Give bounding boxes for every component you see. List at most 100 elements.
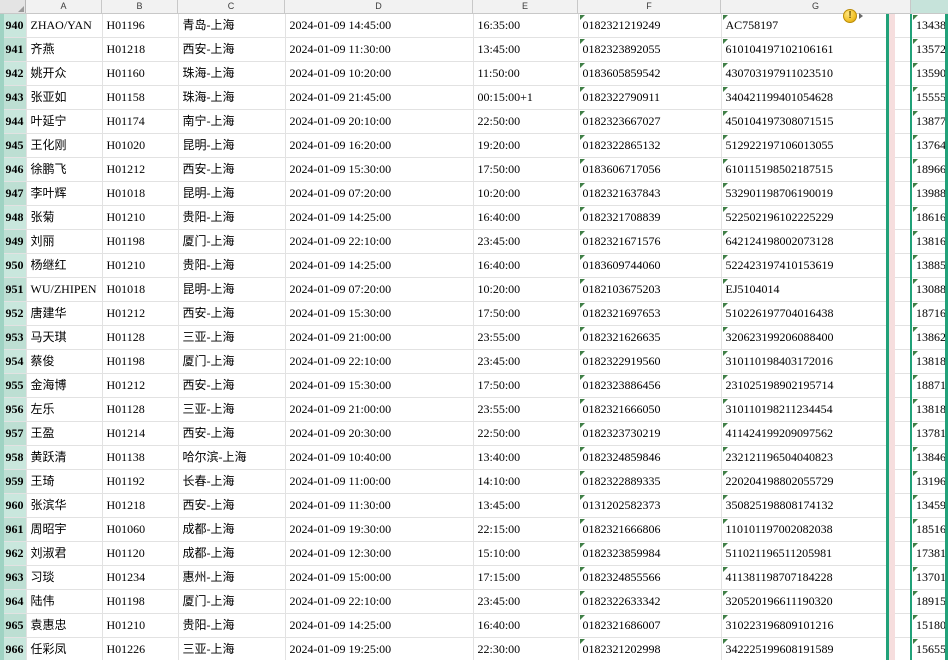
cell-passenger-name[interactable]: 齐燕 bbox=[26, 37, 103, 62]
cell-passenger-name[interactable]: 叶延宁 bbox=[26, 109, 103, 134]
cell-flight-code[interactable]: H01210 bbox=[102, 253, 179, 278]
cell-departure-time[interactable]: 2024-01-09 07:20:00 bbox=[285, 181, 474, 206]
cell-passenger-name[interactable]: 袁惠忠 bbox=[26, 613, 103, 638]
cell-passenger-name[interactable]: 马天琪 bbox=[26, 325, 103, 350]
cell-route[interactable]: 西安-上海 bbox=[178, 157, 286, 182]
cell-phone-number[interactable]: 1381839 bbox=[910, 349, 948, 374]
table-row[interactable]: 959 王琦 H01192 长春-上海 2024-01-09 11:00:00 14:10… bbox=[0, 469, 948, 494]
cell-arrival-time[interactable]: 17:50:00 bbox=[473, 373, 579, 398]
cell-id-number[interactable]: 310110198211234454 bbox=[721, 397, 912, 422]
cell-order-number[interactable]: 0182323892055 bbox=[578, 37, 722, 62]
cell-arrival-time[interactable]: 17:15:00 bbox=[473, 565, 579, 590]
row-number-header[interactable]: 964 bbox=[0, 589, 27, 614]
table-row[interactable]: 962 刘淑君 H01120 成都-上海 2024-01-09 12:30:00 15:1… bbox=[0, 541, 948, 566]
cell-arrival-time[interactable]: 13:45:00 bbox=[473, 37, 579, 62]
cell-phone-number[interactable]: 1738146 bbox=[910, 541, 948, 566]
cell-phone-number[interactable]: 1343829 bbox=[910, 14, 948, 38]
cell-order-number[interactable]: 0183609744060 bbox=[578, 253, 722, 278]
cell-arrival-time[interactable]: 22:50:00 bbox=[473, 109, 579, 134]
row-number-header[interactable]: 959 bbox=[0, 469, 27, 494]
cell-order-number[interactable]: 0182321626635 bbox=[578, 325, 722, 350]
cell-departure-time[interactable]: 2024-01-09 15:30:00 bbox=[285, 301, 474, 326]
cell-passenger-name[interactable]: 王化刚 bbox=[26, 133, 103, 158]
cell-id-number[interactable]: 522423197410153619 bbox=[721, 253, 912, 278]
cell-order-number[interactable]: 0182323859984 bbox=[578, 541, 722, 566]
table-row[interactable]: 958 黄跃清 H01138 哈尔滨-上海 2024-01-09 10:40:00 13:… bbox=[0, 445, 948, 470]
cell-flight-code[interactable]: H01018 bbox=[102, 277, 179, 302]
cell-route[interactable]: 西安-上海 bbox=[178, 373, 286, 398]
cell-order-number[interactable]: 0183605859542 bbox=[578, 61, 722, 86]
cell-flight-code[interactable]: H01210 bbox=[102, 205, 179, 230]
cell-departure-time[interactable]: 2024-01-09 19:25:00 bbox=[285, 637, 474, 660]
row-number-header[interactable]: 942 bbox=[0, 61, 27, 86]
data-table[interactable]: 940 ZHAO/YAN H01196 青岛-上海 2024-01-09 14:45:0… bbox=[0, 14, 948, 660]
cell-departure-time[interactable]: 2024-01-09 22:10:00 bbox=[285, 589, 474, 614]
table-row[interactable]: 960 张滨华 H01218 西安-上海 2024-01-09 11:30:00 13:4… bbox=[0, 493, 948, 518]
row-number-header[interactable]: 966 bbox=[0, 637, 27, 660]
cell-departure-time[interactable]: 2024-01-09 21:45:00 bbox=[285, 85, 474, 110]
cell-route[interactable]: 珠海-上海 bbox=[178, 85, 286, 110]
column-header-D[interactable]: D bbox=[285, 0, 473, 13]
cell-flight-code[interactable]: H01198 bbox=[102, 589, 179, 614]
cell-id-number[interactable]: 532901198706190019 bbox=[721, 181, 912, 206]
cell-id-number[interactable]: 430703197911023510 bbox=[721, 61, 912, 86]
cell-order-number[interactable]: 0182323730219 bbox=[578, 421, 722, 446]
cell-phone-number[interactable]: 1370185 bbox=[910, 565, 948, 590]
cell-route[interactable]: 西安-上海 bbox=[178, 493, 286, 518]
cell-phone-number[interactable]: 1345928 bbox=[910, 493, 948, 518]
cell-departure-time[interactable]: 2024-01-09 11:00:00 bbox=[285, 469, 474, 494]
table-row[interactable]: 948 张菊 H01210 贵阳-上海 2024-01-09 14:25:00 16:40… bbox=[0, 205, 948, 230]
row-number-header[interactable]: 950 bbox=[0, 253, 27, 278]
cell-order-number[interactable]: 0183606717056 bbox=[578, 157, 722, 182]
cell-arrival-time[interactable]: 17:50:00 bbox=[473, 157, 579, 182]
cell-departure-time[interactable]: 2024-01-09 15:30:00 bbox=[285, 373, 474, 398]
cell-departure-time[interactable]: 2024-01-09 22:10:00 bbox=[285, 229, 474, 254]
cell-phone-number[interactable]: 1378156 bbox=[910, 421, 948, 446]
row-number-header[interactable]: 955 bbox=[0, 373, 27, 398]
cell-route[interactable]: 贵阳-上海 bbox=[178, 205, 286, 230]
cell-route[interactable]: 惠州-上海 bbox=[178, 565, 286, 590]
cell-phone-number[interactable]: 1308845 bbox=[910, 277, 948, 302]
cell-route[interactable]: 西安-上海 bbox=[178, 301, 286, 326]
cell-phone-number[interactable]: 1861610 bbox=[910, 205, 948, 230]
cell-passenger-name[interactable]: 王盈 bbox=[26, 421, 103, 446]
cell-id-number[interactable]: 610104197102106161 bbox=[721, 37, 912, 62]
column-header-H[interactable]: H bbox=[911, 0, 948, 13]
cell-passenger-name[interactable]: 唐建华 bbox=[26, 301, 103, 326]
cell-phone-number[interactable]: 1851697 bbox=[910, 517, 948, 542]
cell-order-number[interactable]: 0182321219249 bbox=[578, 14, 722, 38]
cell-passenger-name[interactable]: 金海博 bbox=[26, 373, 103, 398]
cell-passenger-name[interactable]: 张滨华 bbox=[26, 493, 103, 518]
cell-flight-code[interactable]: H01158 bbox=[102, 85, 179, 110]
cell-route[interactable]: 长春-上海 bbox=[178, 469, 286, 494]
table-row[interactable]: 945 王化刚 H01020 昆明-上海 2024-01-09 16:20:00 19:2… bbox=[0, 133, 948, 158]
row-number-header[interactable]: 941 bbox=[0, 37, 27, 62]
cell-flight-code[interactable]: H01138 bbox=[102, 445, 179, 470]
cell-passenger-name[interactable]: 习琰 bbox=[26, 565, 103, 590]
row-number-header[interactable]: 963 bbox=[0, 565, 27, 590]
cell-route[interactable]: 三亚-上海 bbox=[178, 637, 286, 660]
smart-tag-warning[interactable] bbox=[843, 9, 863, 23]
row-number-header[interactable]: 949 bbox=[0, 229, 27, 254]
cell-order-number[interactable]: 0182322865132 bbox=[578, 133, 722, 158]
cell-flight-code[interactable]: H01212 bbox=[102, 373, 179, 398]
cell-order-number[interactable]: 0182321666050 bbox=[578, 397, 722, 422]
cell-flight-code[interactable]: H01060 bbox=[102, 517, 179, 542]
cell-id-number[interactable]: 310223196809101216 bbox=[721, 613, 912, 638]
cell-arrival-time[interactable]: 22:15:00 bbox=[473, 517, 579, 542]
cell-flight-code[interactable]: H01198 bbox=[102, 229, 179, 254]
cell-departure-time[interactable]: 2024-01-09 07:20:00 bbox=[285, 277, 474, 302]
cell-phone-number[interactable]: 1887118 bbox=[910, 373, 948, 398]
cell-arrival-time[interactable]: 10:20:00 bbox=[473, 277, 579, 302]
row-number-header[interactable]: 944 bbox=[0, 109, 27, 134]
cell-arrival-time[interactable]: 19:20:00 bbox=[473, 133, 579, 158]
cell-flight-code[interactable]: H01210 bbox=[102, 613, 179, 638]
cell-route[interactable]: 成都-上海 bbox=[178, 517, 286, 542]
table-row[interactable]: 953 马天琪 H01128 三亚-上海 2024-01-09 21:00:00 23:5… bbox=[0, 325, 948, 350]
cell-flight-code[interactable]: H01128 bbox=[102, 325, 179, 350]
cell-passenger-name[interactable]: 姚开众 bbox=[26, 61, 103, 86]
cell-flight-code[interactable]: H01160 bbox=[102, 61, 179, 86]
cell-arrival-time[interactable]: 23:45:00 bbox=[473, 349, 579, 374]
cell-departure-time[interactable]: 2024-01-09 15:00:00 bbox=[285, 565, 474, 590]
cell-passenger-name[interactable]: 陆伟 bbox=[26, 589, 103, 614]
